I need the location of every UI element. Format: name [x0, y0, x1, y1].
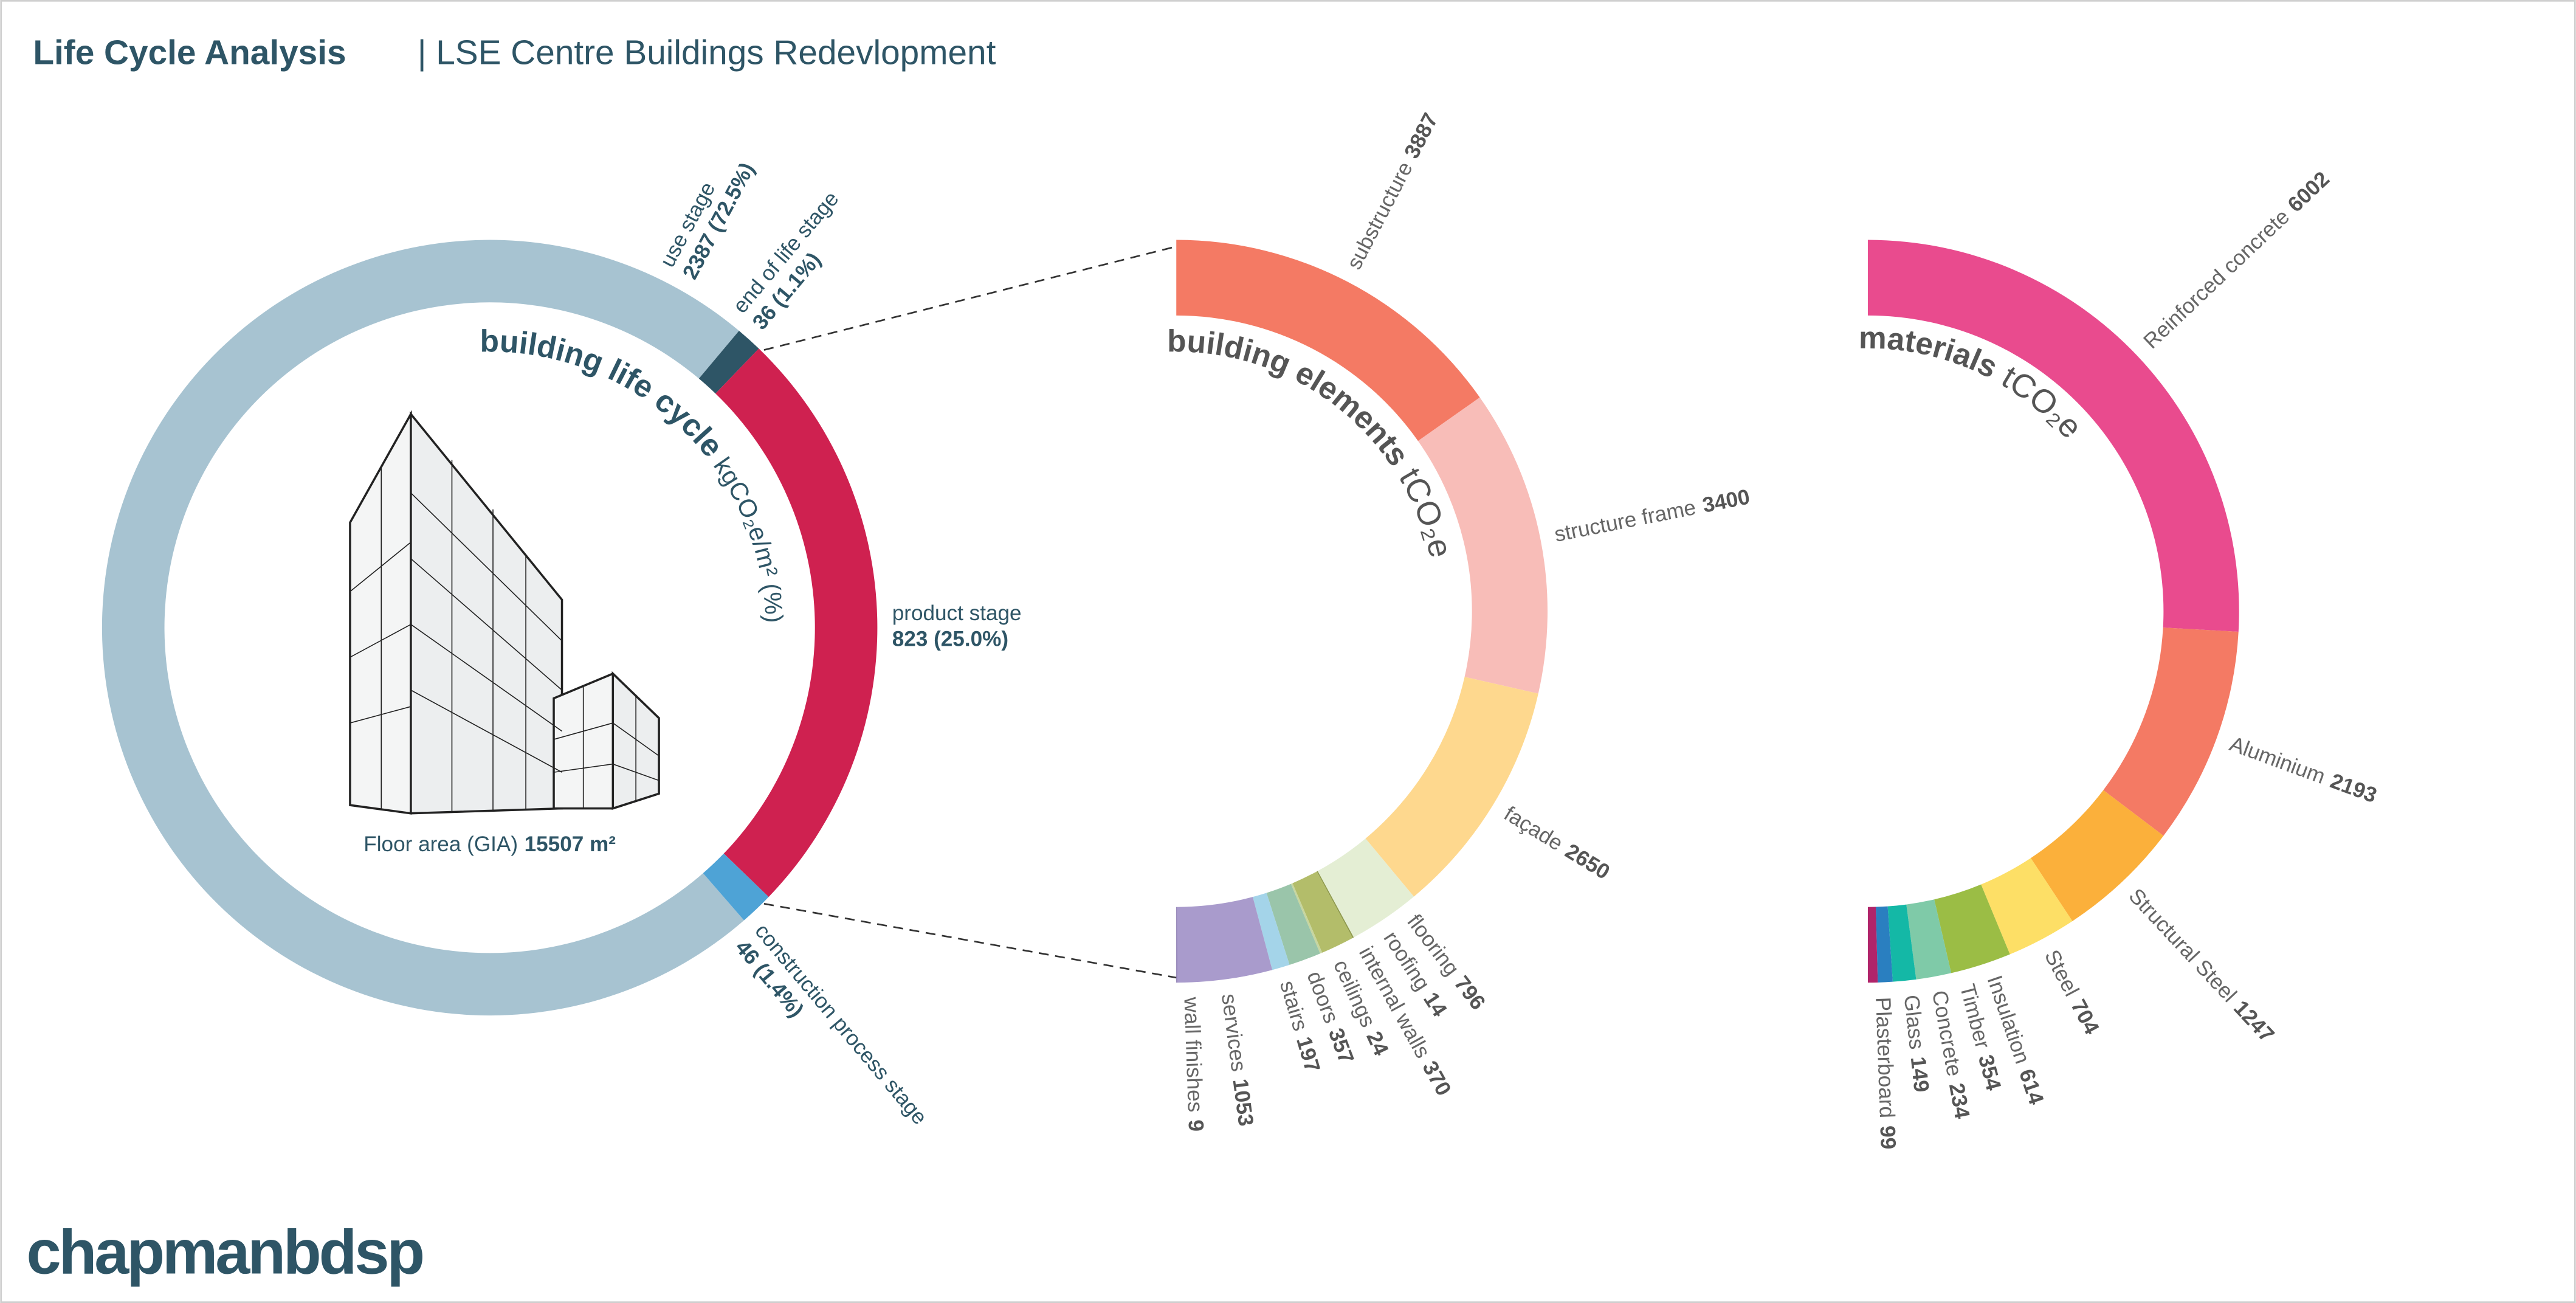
segment — [715, 348, 878, 897]
segment — [1292, 871, 1353, 953]
segment — [1176, 240, 1480, 441]
segment — [1981, 858, 2073, 955]
segment — [1253, 893, 1290, 970]
segment — [2103, 627, 2239, 836]
segment-label: Plasterboard 99 — [1871, 997, 1900, 1150]
segment — [1177, 897, 1273, 983]
segment — [1867, 240, 2239, 632]
segment — [1887, 904, 1917, 982]
segment — [703, 853, 769, 921]
floor-area: Floor area (GIA) 15507 m² — [363, 832, 616, 856]
logo: chapmanbdsp — [27, 1217, 423, 1287]
value-label: 99 — [1875, 1125, 1899, 1150]
floor-area-label: Floor area (GIA) — [363, 832, 518, 856]
value-label: 149 — [1906, 1056, 1933, 1093]
segment — [698, 330, 759, 394]
segment — [1266, 883, 1320, 965]
segment — [1290, 883, 1323, 954]
floor-area-value: 15507 m² — [525, 832, 616, 856]
connector — [763, 902, 1177, 979]
connector — [763, 246, 1177, 351]
segment — [1365, 677, 1538, 897]
segment — [1176, 907, 1177, 983]
building-illustration — [349, 410, 660, 815]
title: Life Cycle Analysis — [33, 33, 346, 72]
category-label: Plasterboard — [1871, 997, 1899, 1118]
segment — [102, 240, 745, 1016]
segment — [1317, 871, 1354, 938]
segment — [1934, 884, 2010, 973]
value-label: 823 (25.0%) — [892, 627, 1008, 651]
category-label: wall finishes — [1179, 996, 1207, 1113]
value-label: 9 — [1183, 1119, 1208, 1132]
segment-label: product stage 823 (25.0%) — [892, 602, 1022, 651]
segment-label: wall finishes 9 — [1179, 996, 1208, 1132]
segment — [1867, 907, 1878, 983]
segment-label: Glass 149 — [1899, 994, 1933, 1093]
category-label: Glass — [1899, 994, 1928, 1050]
segment — [1906, 899, 1952, 980]
segment — [1875, 906, 1893, 983]
segment — [1417, 397, 1548, 694]
segment — [1317, 838, 1414, 938]
category-label: product stage — [892, 602, 1022, 626]
subtitle: | LSE Centre Buildings Redevlopment — [418, 33, 996, 72]
segment — [2030, 790, 2164, 921]
